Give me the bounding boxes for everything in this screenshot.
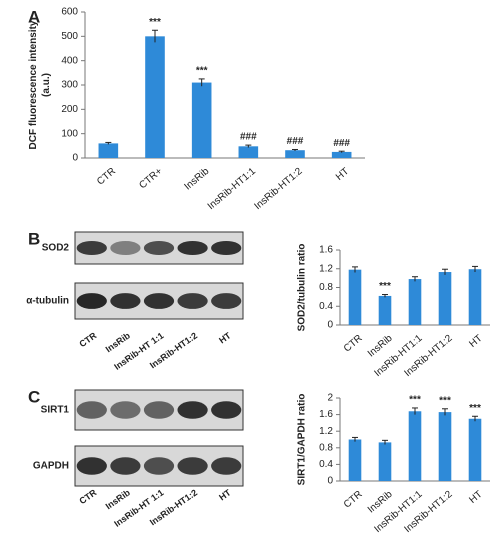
y-tick-label: 0.8: [319, 442, 333, 453]
x-tick-label: CTR: [95, 166, 118, 188]
bar: [408, 279, 422, 325]
significance-label: ###: [287, 136, 304, 147]
y-axis-label: (a.u.): [41, 73, 52, 97]
blot-lane-label: HT: [217, 487, 233, 502]
blot-band: [211, 293, 242, 309]
bar: [191, 82, 212, 158]
y-tick-label: 0.8: [319, 282, 333, 293]
blot-band: [177, 240, 208, 256]
blot-band: [177, 401, 208, 419]
blot-lane-label: CTR: [77, 487, 98, 506]
bar: [331, 151, 352, 158]
x-tick-label: CTR: [342, 489, 365, 511]
y-tick-label: 0: [327, 320, 333, 331]
blot-band: [211, 401, 242, 419]
blot-band: [211, 240, 242, 256]
y-axis-label: SOD2/tubulin ratio: [297, 244, 308, 332]
y-tick-label: 1.6: [319, 409, 333, 420]
blot-row-label: GAPDH: [33, 461, 69, 472]
x-tick-label: InsRib-HT1:2: [252, 166, 305, 213]
x-tick-label: InsRib: [182, 166, 211, 193]
blot-band: [110, 293, 141, 309]
significance-label: ###: [333, 138, 350, 149]
x-tick-label: CTR: [342, 333, 365, 355]
bar: [348, 269, 362, 325]
y-tick-label: 0: [72, 153, 78, 164]
blot-lane-label: InsRib: [104, 487, 133, 511]
y-tick-label: 1.2: [319, 426, 333, 437]
bar: [378, 442, 392, 481]
bar: [98, 143, 119, 158]
x-tick-label: CTR+: [137, 166, 164, 191]
y-tick-label: 400: [61, 55, 78, 66]
bar: [285, 150, 305, 158]
significance-label: ***: [469, 403, 481, 414]
y-tick-label: 0.4: [319, 301, 333, 312]
blot-band: [143, 401, 175, 419]
y-axis-label: DCF fluorescence intensity: [28, 20, 39, 149]
y-tick-label: 300: [61, 80, 78, 91]
panel-letter: B: [28, 229, 40, 248]
blot-lane-label: HT: [217, 330, 233, 345]
y-tick-label: 100: [61, 128, 78, 139]
blot-band: [76, 240, 107, 256]
blot-band: [110, 457, 141, 475]
bar: [438, 412, 452, 481]
blot-row-label: SIRT1: [41, 405, 70, 416]
blot-band: [143, 293, 175, 309]
panel-letter: C: [28, 387, 40, 406]
y-tick-label: 2: [327, 393, 333, 404]
blot-band: [211, 457, 242, 475]
bar: [468, 269, 482, 325]
y-tick-label: 1.2: [319, 263, 333, 274]
y-tick-label: 500: [61, 31, 78, 42]
significance-label: ***: [379, 281, 391, 292]
significance-label: ***: [196, 66, 208, 77]
blot-band: [177, 457, 208, 475]
blot-row-label: α-tubulin: [26, 296, 69, 307]
blot-lane-label: InsRib: [104, 330, 133, 354]
blot-band: [76, 457, 107, 475]
bar: [468, 418, 482, 481]
y-axis-label: SIRT1/GAPDH ratio: [297, 394, 308, 486]
x-tick-label: InsRib-HT1:1: [206, 166, 259, 213]
significance-label: ***: [149, 17, 161, 28]
x-tick-label: HT: [467, 333, 484, 350]
blot-lane-label: CTR: [77, 330, 98, 349]
y-tick-label: 600: [61, 7, 78, 18]
blot-band: [76, 293, 107, 309]
panel-letter: A: [28, 7, 40, 26]
x-tick-label: HT: [334, 166, 351, 183]
blot-band: [143, 240, 175, 256]
bar: [438, 272, 452, 325]
y-tick-label: 0.4: [319, 459, 333, 470]
blot-band: [143, 457, 175, 475]
blot-row-label: SOD2: [42, 243, 70, 254]
significance-label: ***: [409, 395, 421, 406]
y-tick-label: 0: [327, 476, 333, 487]
y-tick-label: 1.6: [319, 245, 333, 256]
bar: [145, 36, 165, 159]
x-tick-label: HT: [467, 489, 484, 506]
significance-label: ***: [439, 395, 451, 406]
bar: [378, 295, 392, 325]
blot-band: [177, 293, 208, 309]
bar: [238, 146, 259, 158]
significance-label: ###: [240, 132, 257, 143]
y-tick-label: 200: [61, 104, 78, 115]
bar: [408, 411, 422, 481]
blot-band: [110, 240, 141, 256]
bar: [348, 439, 362, 481]
blot-band: [110, 401, 141, 419]
blot-band: [76, 401, 107, 419]
